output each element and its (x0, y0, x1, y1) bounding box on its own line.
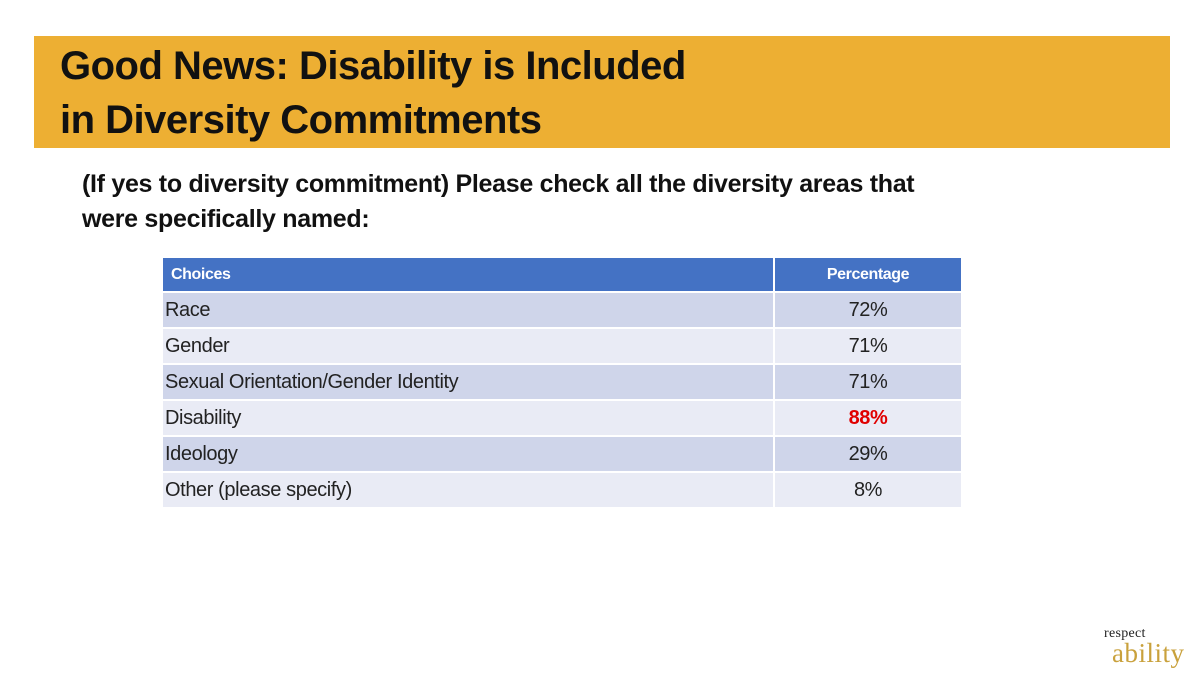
choice-cell: Race (161, 291, 775, 329)
percentage-cell: 71% (773, 327, 963, 365)
logo-word-ability: ability (1112, 638, 1185, 668)
percentage-cell: 8% (773, 471, 963, 509)
logo-word-respect: respect (1104, 626, 1146, 641)
choice-cell: Sexual Orientation/Gender Identity (161, 363, 775, 401)
choice-cell: Ideology (161, 435, 775, 473)
question-line-2: were specifically named: (82, 205, 370, 233)
question-line-1: (If yes to diversity commitment) Please … (82, 170, 915, 198)
slide-title-line-1: Good News: Disability is Included (60, 44, 686, 88)
table-header-row: Choices Percentage (161, 256, 963, 293)
choice-cell: Disability (161, 399, 775, 437)
title-band: Good News: Disability is Included in Div… (34, 36, 1170, 148)
results-table: Choices Percentage Race 72% Gender 71% S… (161, 256, 963, 509)
choice-cell: Other (please specify) (161, 471, 775, 509)
percentage-cell: 71% (773, 363, 963, 401)
percentage-cell-highlighted: 88% (773, 399, 963, 437)
choice-cell: Gender (161, 327, 775, 365)
header-percentage: Percentage (773, 256, 963, 293)
percentage-cell: 72% (773, 291, 963, 329)
slide-title-line-2: in Diversity Commitments (60, 98, 542, 142)
table-row: Ideology 29% (161, 435, 963, 473)
percentage-cell: 29% (773, 435, 963, 473)
table-row: Other (please specify) 8% (161, 471, 963, 509)
header-choices: Choices (161, 256, 775, 293)
respectability-logo: respect ability (1104, 626, 1194, 670)
table-row: Gender 71% (161, 327, 963, 365)
table-row: Disability 88% (161, 399, 963, 437)
table-row: Race 72% (161, 291, 963, 329)
table-row: Sexual Orientation/Gender Identity 71% (161, 363, 963, 401)
